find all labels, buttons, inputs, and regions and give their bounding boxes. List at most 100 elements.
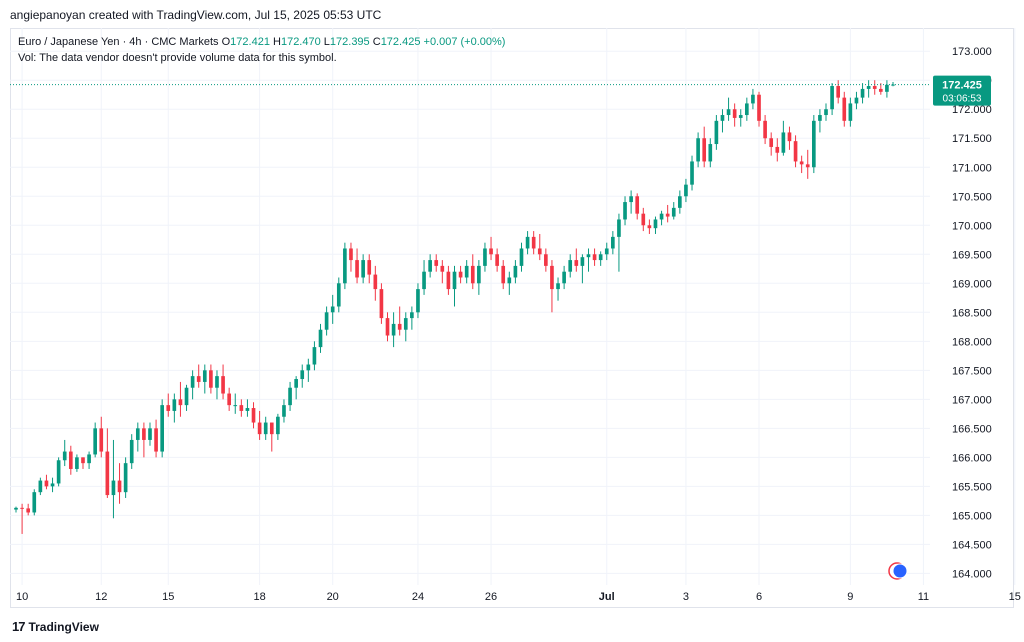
price-tick-label: 168.000 [952,336,992,348]
tradingview-logo[interactable]: 17 TradingView [12,619,99,634]
price-tick-label: 169.000 [952,278,992,290]
candle-body [598,254,603,261]
candle-body [154,428,158,452]
candle-body [751,94,755,104]
candle-body [671,207,676,217]
candle-body [818,115,822,121]
candle-body [568,260,573,272]
candle-body [166,405,171,411]
tv-logo-icon: 17 [12,619,26,634]
candle-body [75,457,79,469]
candle-body [263,422,268,435]
candle-body [519,248,524,266]
candle-body [848,103,853,121]
candle-body [830,86,834,110]
candle-body [787,132,792,142]
candle-body [68,451,73,469]
high-label: H [273,36,281,48]
candle-body [32,492,37,513]
candle-body [714,120,719,145]
candle-body [556,283,560,290]
candle-body [87,454,91,464]
time-tick-label: 11 [918,591,929,603]
open-label: O [221,36,231,48]
candle-body [410,312,414,319]
candle-body [678,196,682,208]
candle-body [878,88,883,92]
candle-body [221,376,225,394]
time-tick-label: 15 [1009,591,1021,603]
candle-body [732,109,737,118]
candle-body [891,84,895,86]
candle-body [824,109,828,116]
candle-body [142,428,146,440]
candle-body [793,141,798,162]
candle-body [659,213,664,220]
candle-body [434,260,439,266]
price-badge-value: 172.425 [942,80,982,92]
price-tick-label: 172.000 [952,104,992,116]
candle-body [349,248,353,261]
time-tick-label: 18 [253,591,265,603]
brand-name: TradingView [28,619,99,634]
change-value: +0.007 (+0.00%) [423,36,506,48]
candle-body [20,507,24,509]
chart-frame [10,28,1014,608]
candle-body [233,405,238,407]
candle-body [93,428,98,455]
candle-body [38,480,43,493]
candle-body [123,463,128,493]
candle-body [647,225,652,229]
candle-body [209,370,213,388]
candle-body [708,144,713,162]
candle-body [135,428,140,440]
candle-body [428,260,432,272]
ohlc-row: Euro / Japanese Yen · 4h · CMC Markets O… [18,34,505,50]
close-value: 172.425 [380,36,421,48]
candles [14,80,908,580]
candle-body [397,323,402,330]
candle-body [269,422,274,435]
candle-body [282,405,286,417]
candle-body [550,265,554,290]
candle-body [495,254,499,266]
candle-body [184,387,189,406]
close-label: C [372,36,381,48]
candle-body [294,379,298,388]
price-tick-label: 173.000 [952,46,992,58]
candle-body [227,393,231,406]
candle-body [477,265,481,284]
candle-body [245,408,250,411]
event-marker-icon [892,563,908,579]
candle-body [702,138,707,162]
symbol-title[interactable]: Euro / Japanese Yen · 4h · CMC Markets [18,36,219,48]
candle-body [361,260,365,278]
candle-body [160,405,164,452]
price-tick-label: 169.500 [952,249,992,261]
candle-body [330,306,335,313]
candle-body [470,265,475,284]
volume-note: Vol: The data vendor doesn't provide vol… [18,52,337,64]
time-tick-label: 3 [683,591,689,603]
candle-body [56,460,61,484]
candle-body [403,318,408,330]
candle-body [50,483,55,487]
price-tick-label: 167.000 [952,394,992,406]
candle-body [586,254,591,258]
price-tick-label: 166.000 [952,452,992,464]
candle-body [629,196,633,203]
candle-body [531,236,536,249]
candle-body [805,164,810,168]
candle-body [489,248,493,255]
price-tick-label: 165.500 [952,481,992,493]
candle-body [507,277,512,284]
candle-body [355,260,359,278]
price-tick-label: 171.500 [952,133,992,145]
candle-body [190,376,195,388]
candle-body [129,439,134,464]
candle-body [215,376,219,388]
candle-body [178,399,183,406]
candle-body [196,376,201,382]
time-tick-label: 6 [756,591,762,603]
